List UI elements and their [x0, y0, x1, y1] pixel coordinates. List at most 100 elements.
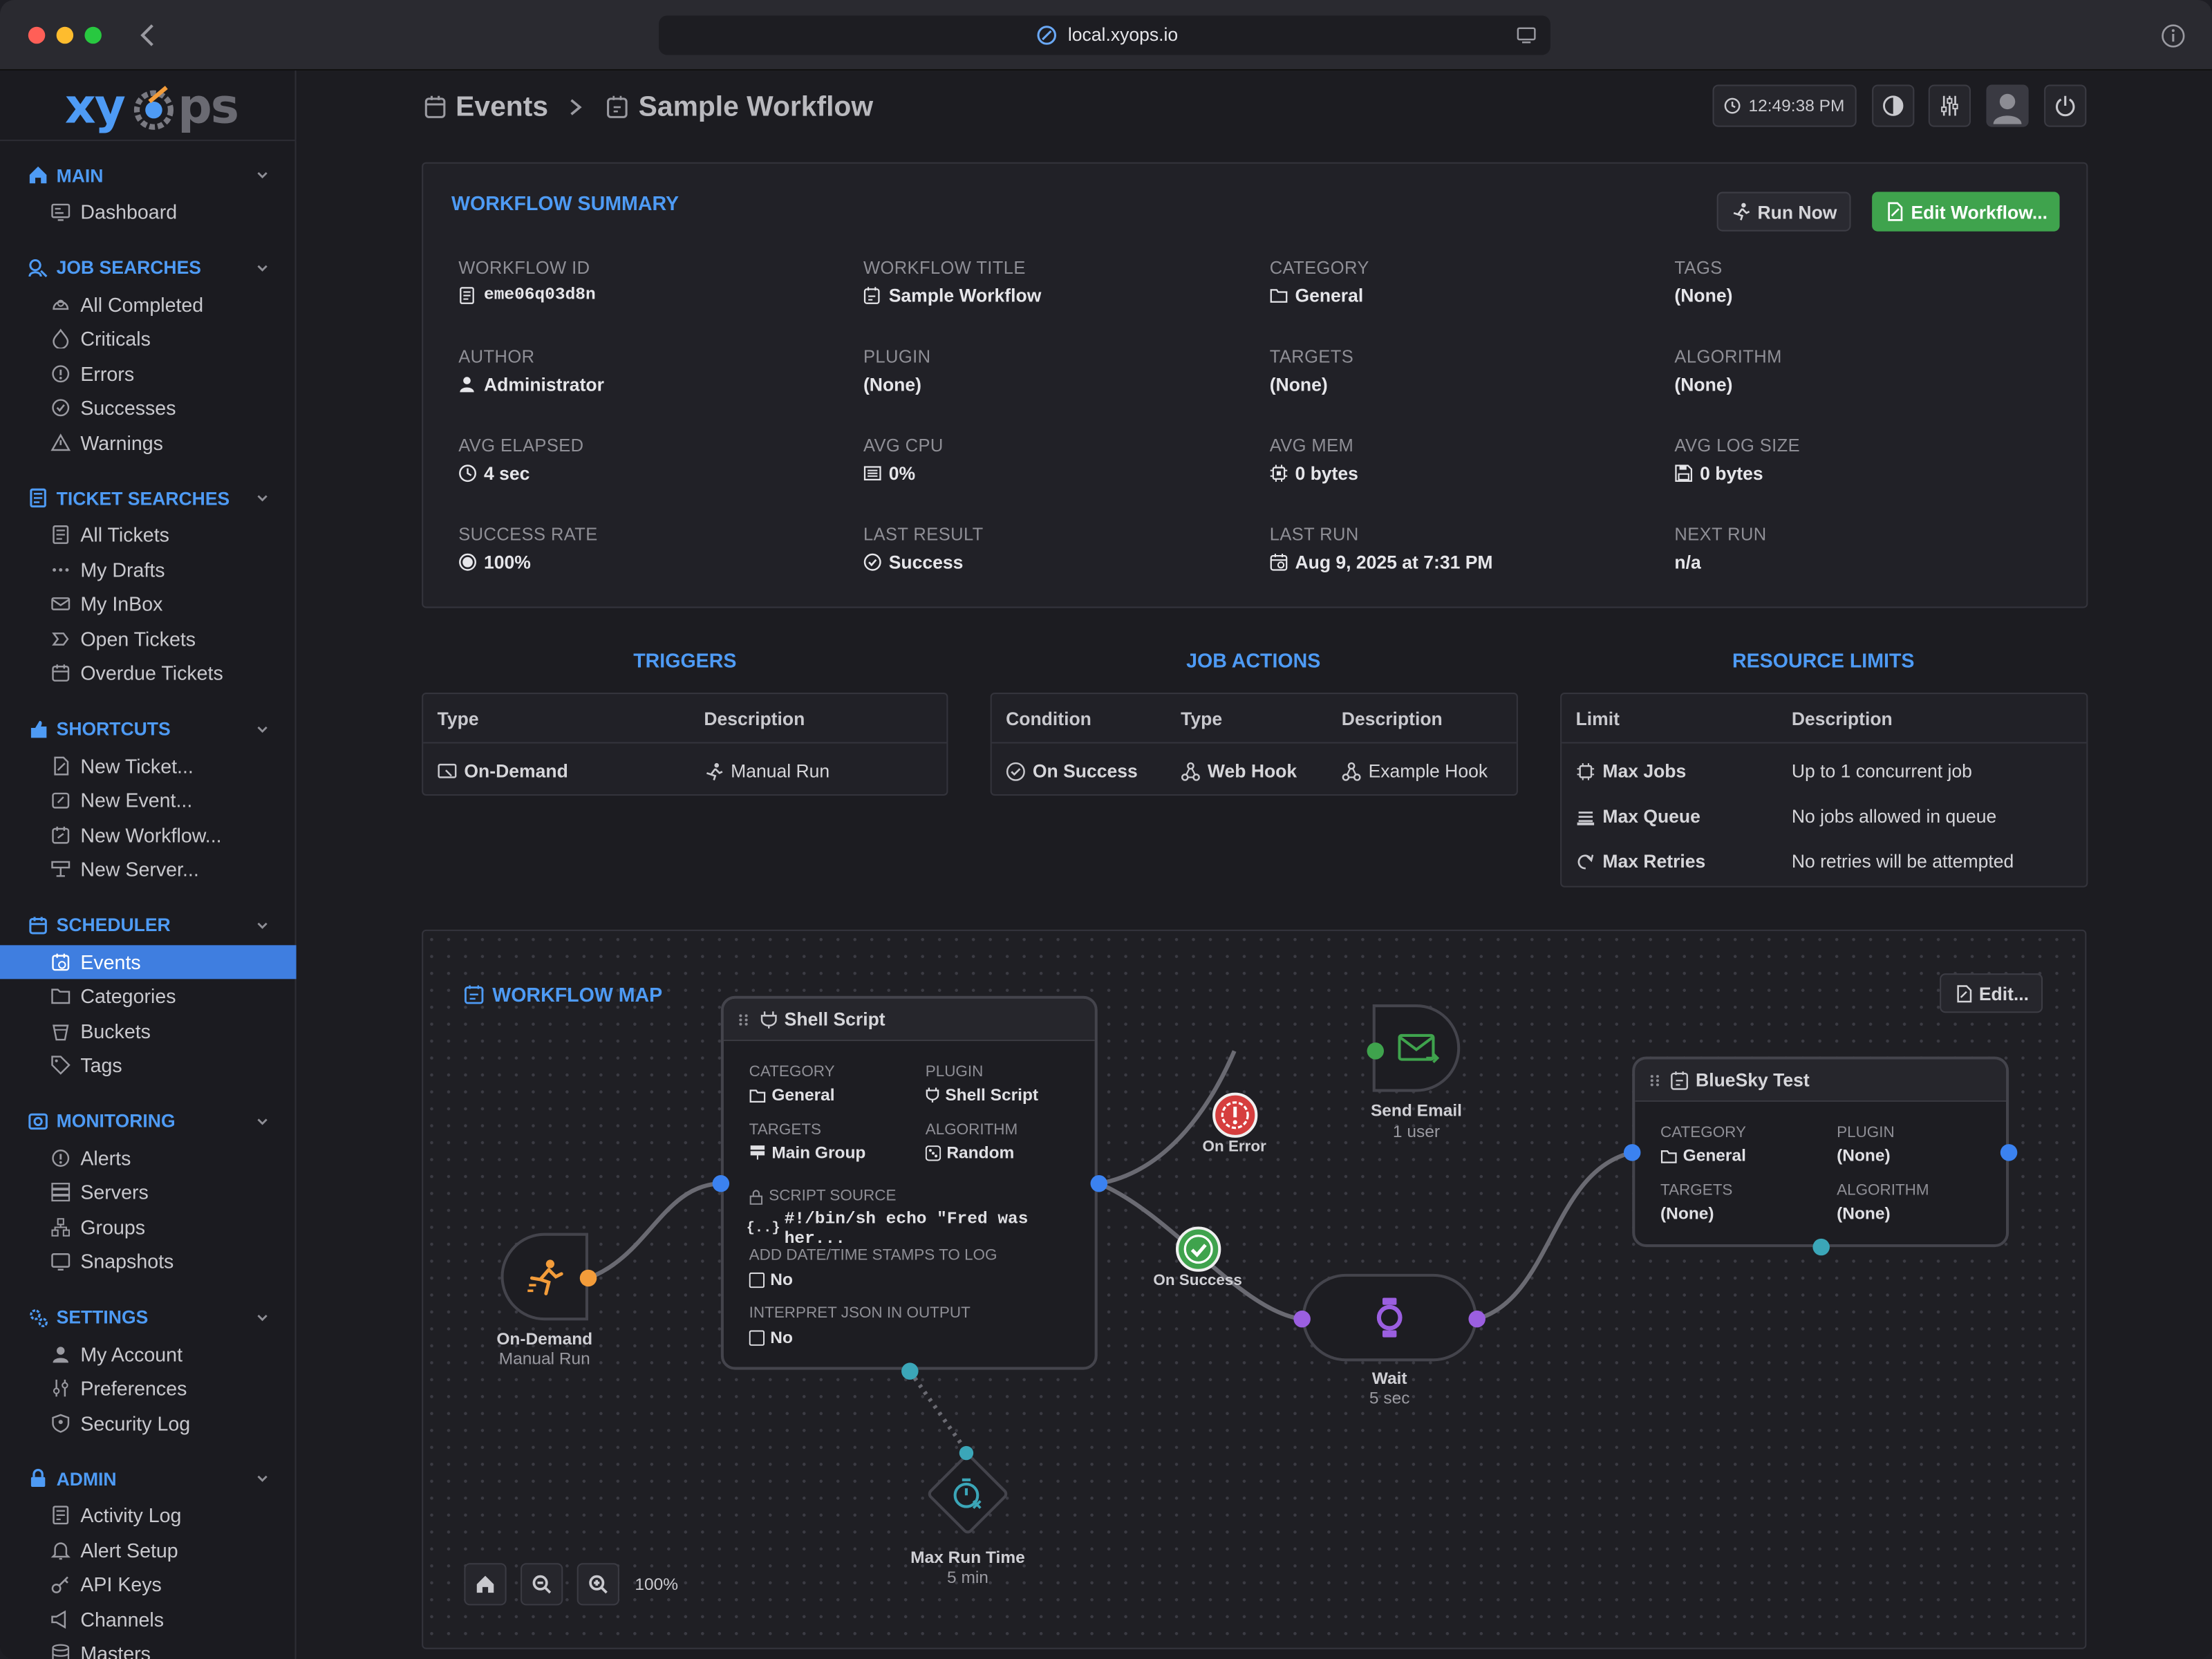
sidebar-item-new-event[interactable]: New Event... — [0, 783, 297, 817]
sidebar-section-main[interactable]: MAIN — [28, 162, 268, 188]
chevron-down-icon[interactable] — [256, 1311, 268, 1322]
email-node-caption: Send Email — [1370, 1100, 1462, 1121]
trigger-type[interactable]: On-Demand — [438, 760, 568, 782]
limit-max-queue[interactable]: Max Queue — [1576, 805, 1700, 827]
drag-handle-icon[interactable] — [1649, 1074, 1660, 1087]
user-avatar-button[interactable] — [1986, 84, 2029, 127]
logout-button[interactable] — [2044, 84, 2087, 127]
sidebar-item-groups[interactable]: Groups — [0, 1210, 297, 1244]
send-email-node[interactable] — [1372, 1004, 1461, 1092]
sidebar-item-security-log[interactable]: Security Log — [0, 1406, 297, 1440]
xyops-logo[interactable]: xy ps — [64, 79, 239, 135]
sidebar-item-errors[interactable]: Errors — [0, 356, 297, 390]
wait-node[interactable] — [1302, 1273, 1477, 1362]
sidebar-item-alerts[interactable]: Alerts — [0, 1141, 297, 1174]
sidebar-item-my-inbox[interactable]: My InBox — [0, 587, 297, 621]
sidebar-item-activity-log[interactable]: Activity Log — [0, 1498, 297, 1532]
field-label-avg-elapsed: AVG ELAPSED — [458, 435, 584, 456]
theme-toggle-button[interactable] — [1872, 84, 1915, 127]
sidebar-section-settings[interactable]: SETTINGS — [28, 1304, 268, 1330]
field-label-last-result: LAST RESULT — [863, 525, 984, 545]
sidebar-section-shortcuts[interactable]: SHORTCUTS — [28, 716, 268, 742]
my-account-icon — [53, 1346, 68, 1362]
sliders-icon — [1941, 95, 1958, 116]
reader-icon[interactable] — [1517, 26, 1537, 46]
chevron-down-icon[interactable] — [256, 919, 268, 930]
shell-out-port[interactable] — [1090, 1174, 1108, 1192]
sidebar-item-dashboard[interactable]: Dashboard — [0, 195, 297, 229]
sidebar-item-warnings[interactable]: Warnings — [0, 425, 297, 459]
wait-in-port[interactable] — [1293, 1310, 1311, 1328]
workflow-icon — [465, 985, 484, 1004]
bluesky-limit-port[interactable] — [1812, 1238, 1830, 1256]
my-drafts-icon — [53, 568, 69, 571]
sidebar-item-open-tickets[interactable]: Open Tickets — [0, 621, 297, 655]
sidebar-item-masters[interactable]: Masters — [0, 1636, 297, 1659]
chevron-down-icon[interactable] — [256, 262, 268, 273]
sidebar-item-servers[interactable]: Servers — [0, 1175, 297, 1209]
sidebar-item-overdue-tickets[interactable]: Overdue Tickets — [0, 656, 297, 690]
zoom-in-button[interactable] — [577, 1563, 619, 1606]
sidebar-item-criticals[interactable]: Criticals — [0, 321, 297, 355]
back-icon[interactable] — [138, 23, 155, 48]
sidebar-item-channels[interactable]: Channels — [0, 1602, 297, 1635]
sidebar-item-buckets[interactable]: Buckets — [0, 1013, 297, 1047]
shell-script-node[interactable]: Shell Script CATEGORY General PLUGIN She… — [720, 995, 1098, 1370]
chevron-down-icon[interactable] — [256, 1115, 268, 1126]
sidebar-section-admin[interactable]: ADMIN — [28, 1465, 268, 1491]
sidebar-section-job-searches[interactable]: JOB SEARCHES — [28, 254, 268, 280]
minimize-window-button[interactable] — [56, 26, 74, 44]
chevron-down-icon[interactable] — [256, 1473, 268, 1484]
maximize-window-button[interactable] — [84, 26, 102, 44]
map-home-button[interactable] — [464, 1563, 507, 1606]
edit-workflow-button[interactable]: Edit Workflow... — [1872, 191, 2060, 232]
sidebar-item-new-ticket[interactable]: New Ticket... — [0, 749, 297, 782]
chevron-down-icon[interactable] — [256, 492, 268, 503]
limit-max-retries[interactable]: Max Retries — [1576, 851, 1705, 872]
maxrun-in-port[interactable] — [959, 1445, 974, 1461]
sidebar-item-new-workflow[interactable]: New Workflow... — [0, 818, 297, 852]
sidebar-section-ticket-searches[interactable]: TICKET SEARCHES — [28, 485, 268, 511]
on-demand-trigger-node[interactable] — [500, 1232, 589, 1321]
wait-out-port[interactable] — [1468, 1310, 1485, 1328]
url-bar[interactable]: local.xyops.io — [659, 15, 1550, 55]
all-completed-icon — [53, 299, 69, 310]
field-label-avg-mem: AVG MEM — [1269, 435, 1354, 456]
map-edit-button[interactable]: Edit... — [1940, 973, 2043, 1013]
limit-max-jobs[interactable]: Max Jobs — [1576, 760, 1686, 782]
shell-limit-port[interactable] — [901, 1362, 919, 1380]
trigger-out-port[interactable] — [579, 1269, 597, 1287]
workflow-map-canvas[interactable]: WORKFLOW MAP Edit... Shell Script CATEGO… — [422, 929, 2087, 1649]
sidebar-section-scheduler[interactable]: SCHEDULER — [28, 912, 268, 937]
sidebar-item-my-account[interactable]: My Account — [0, 1337, 297, 1371]
sidebar-item-all-completed[interactable]: All Completed — [0, 287, 297, 321]
sidebar-item-snapshots[interactable]: Snapshots — [0, 1244, 297, 1278]
sidebar-item-preferences[interactable]: Preferences — [0, 1371, 297, 1405]
bluesky-in-port[interactable] — [1623, 1144, 1641, 1161]
shell-in-port[interactable] — [712, 1174, 730, 1192]
run-now-button[interactable]: Run Now — [1716, 191, 1851, 232]
close-window-button[interactable] — [28, 26, 46, 44]
sidebar-item-successes[interactable]: Successes — [0, 391, 297, 424]
sidebar-item-events[interactable]: Events — [0, 944, 297, 979]
bluesky-out-port[interactable] — [2000, 1144, 2018, 1161]
info-icon[interactable] — [2162, 24, 2186, 48]
job-action-condition[interactable]: On Success — [1006, 760, 1138, 782]
email-in-port[interactable] — [1367, 1042, 1385, 1060]
sidebar-item-new-server[interactable]: New Server... — [0, 852, 297, 886]
sidebar-item-all-tickets[interactable]: All Tickets — [0, 518, 297, 552]
sidebar-section-monitoring[interactable]: MONITORING — [28, 1108, 268, 1134]
drag-handle-icon[interactable] — [738, 1013, 749, 1027]
sidebar-item-api-keys[interactable]: API Keys — [0, 1567, 297, 1601]
sidebar-item-alert-setup[interactable]: Alert Setup — [0, 1533, 297, 1566]
chevron-down-icon[interactable] — [256, 723, 268, 734]
sidebar-item-categories[interactable]: Categories — [0, 979, 297, 1013]
zoom-out-button[interactable] — [521, 1563, 563, 1606]
sidebar-item-my-drafts[interactable]: My Drafts — [0, 552, 297, 586]
breadcrumb-events-link[interactable]: Events — [456, 91, 549, 122]
bluesky-test-node[interactable]: BlueSky Test CATEGORY General PLUGIN (No… — [1632, 1056, 2009, 1248]
preferences-button[interactable] — [1928, 84, 1971, 127]
chevron-down-icon[interactable] — [256, 169, 268, 180]
sidebar-item-tags[interactable]: Tags — [0, 1048, 297, 1082]
